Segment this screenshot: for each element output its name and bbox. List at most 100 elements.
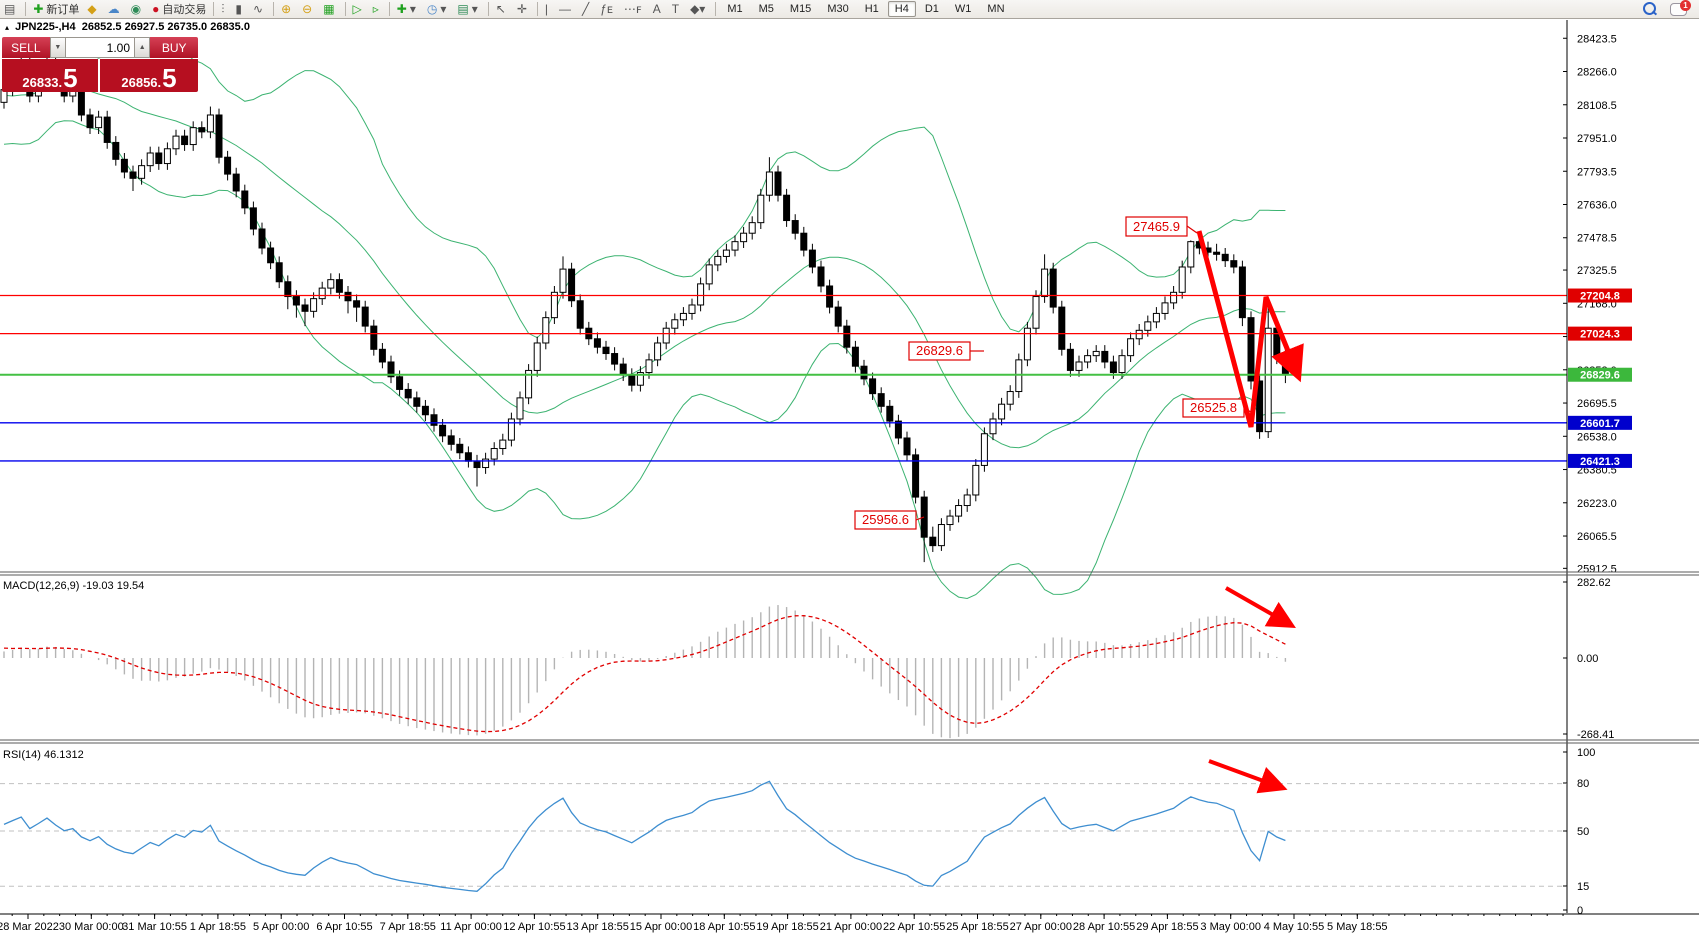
crosshair-icon[interactable]: ✛ <box>516 2 527 16</box>
auto-scroll-icon[interactable]: ▷ <box>352 2 362 16</box>
candle <box>679 307 687 327</box>
price-tick-label: 28423.5 <box>1577 33 1617 45</box>
candle <box>1092 345 1100 362</box>
time-tick-label: 25 Apr 18:55 <box>946 921 1008 933</box>
vertical-line-icon[interactable]: | <box>544 2 549 16</box>
rsi-panel: 100 80 50 15 0 <box>0 747 1595 917</box>
candle <box>748 216 756 240</box>
trendline-icon[interactable]: ╱ <box>582 2 590 16</box>
timeframe-M5[interactable]: M5 <box>758 3 774 15</box>
symbol-name: JPN225-,H4 <box>15 21 76 33</box>
price-tag-label: 27024.3 <box>1580 329 1620 341</box>
candle <box>533 336 541 377</box>
time-tick-label: 29 Apr 18:55 <box>1136 921 1198 933</box>
autotrading-button[interactable]: ● 自动交易 <box>148 1 210 17</box>
time-tick-label: 11 Apr 00:00 <box>440 921 502 933</box>
time-tick-label: 22 Apr 10:55 <box>883 921 945 933</box>
line-chart-icon[interactable]: ∿ <box>253 2 264 16</box>
candle <box>370 319 378 356</box>
candle <box>980 427 988 472</box>
zoom-out-icon[interactable]: ⊖ <box>302 2 313 16</box>
buy-button[interactable]: BUY <box>150 37 198 58</box>
candle <box>473 454 481 487</box>
autotrading-label: 自动交易 <box>162 4 207 16</box>
candle <box>774 165 782 202</box>
fibonacci-fan-icon[interactable]: ⋯ꜰ <box>623 2 642 16</box>
candle <box>808 243 816 274</box>
timeframe-H1[interactable]: H1 <box>864 3 879 15</box>
timeframe-D1[interactable]: D1 <box>924 3 939 15</box>
candle <box>267 241 275 270</box>
macd-label: MACD(12,26,9) -19.03 19.54 <box>3 580 145 592</box>
time-tick-label: 28 Apr 10:55 <box>1073 921 1135 933</box>
text-tool-icon[interactable]: A <box>652 2 661 16</box>
periods-menu-icon[interactable]: ◷ ▾ <box>426 2 447 16</box>
notifications-icon[interactable]: 1 <box>1666 0 1699 17</box>
volume-up-button[interactable]: ▲ <box>134 37 151 58</box>
zoom-in-icon[interactable]: ⊕ <box>281 2 292 16</box>
horizontal-line-icon[interactable]: — <box>559 2 572 16</box>
buy-price-box[interactable]: 26856. 5 <box>100 59 198 92</box>
timeframe-M30[interactable]: M30 <box>827 3 849 15</box>
gold-icon[interactable]: ◆ <box>87 2 97 16</box>
candle <box>654 336 662 367</box>
chart-shift-icon[interactable]: ▹ <box>372 2 379 16</box>
candle <box>189 121 197 151</box>
indicators-menu-icon[interactable]: ✚ ▾ <box>396 2 416 16</box>
templates-menu-icon[interactable]: ▤ ▾ <box>457 2 478 16</box>
fibonacci-icon[interactable]: ƒᴇ <box>600 2 613 16</box>
candle <box>559 256 567 299</box>
candle <box>869 372 877 400</box>
candle <box>955 499 963 523</box>
candle <box>800 226 808 257</box>
price-tick-label: 26695.5 <box>1577 398 1617 410</box>
sell-price-box[interactable]: 26833. 5 <box>2 59 98 92</box>
time-tick-label: 21 Apr 00:00 <box>820 921 882 933</box>
cloud-icon[interactable]: ☁ <box>107 2 120 16</box>
price-tick-label: 27478.5 <box>1577 233 1617 245</box>
candle <box>404 383 412 405</box>
timeframe-W1[interactable]: W1 <box>954 3 972 15</box>
candlestick-chart-icon[interactable]: ▮ <box>235 2 242 16</box>
sell-button[interactable]: SELL <box>2 37 50 58</box>
price-tick-label: 26223.0 <box>1577 498 1617 510</box>
candle <box>499 433 507 455</box>
bar-chart-icon[interactable]: ⫶ <box>221 2 225 16</box>
candle <box>636 366 644 392</box>
timeframe-M1[interactable]: M1 <box>727 3 743 15</box>
candle <box>826 279 834 314</box>
candle <box>1135 323 1143 346</box>
candle <box>937 518 945 551</box>
candle <box>490 442 498 466</box>
candle <box>1127 332 1135 362</box>
price-tag-label: 27204.8 <box>1580 291 1620 303</box>
text-label-icon[interactable]: T <box>671 2 680 16</box>
signal-icon[interactable]: ◉ <box>130 2 142 16</box>
timeframe-MN[interactable]: MN <box>987 3 1005 15</box>
volume-input[interactable] <box>66 37 134 58</box>
timeframe-M15[interactable]: M15 <box>789 3 812 15</box>
candle <box>920 490 928 563</box>
cursor-icon[interactable]: ↖ <box>495 2 506 16</box>
candle <box>447 429 455 451</box>
candle <box>1170 285 1178 310</box>
timeframe-H4[interactable]: H4 <box>887 1 916 17</box>
time-tick-label: 5 Apr 00:00 <box>253 921 309 933</box>
candle <box>1006 385 1014 411</box>
candle <box>86 108 94 134</box>
candle <box>1230 254 1238 274</box>
shapes-menu-icon[interactable]: ◆▾ <box>690 2 706 16</box>
time-tick-label: 1 Apr 18:55 <box>190 921 246 933</box>
volume-down-button[interactable]: ▼ <box>49 37 66 58</box>
candle <box>155 146 163 170</box>
new-order-button[interactable]: ✚ 新订单 <box>29 1 83 17</box>
macd-tick-label: 0.00 <box>1577 653 1598 665</box>
rsi-line <box>3 780 1286 892</box>
rsi-label: RSI(14) 46.1312 <box>3 749 84 761</box>
search-icon[interactable] <box>1639 1 1666 17</box>
candle <box>430 408 438 432</box>
chart-icon[interactable]: ▤ <box>4 2 16 16</box>
candle <box>1101 345 1109 369</box>
tile-windows-icon[interactable]: ▦ <box>323 2 335 16</box>
